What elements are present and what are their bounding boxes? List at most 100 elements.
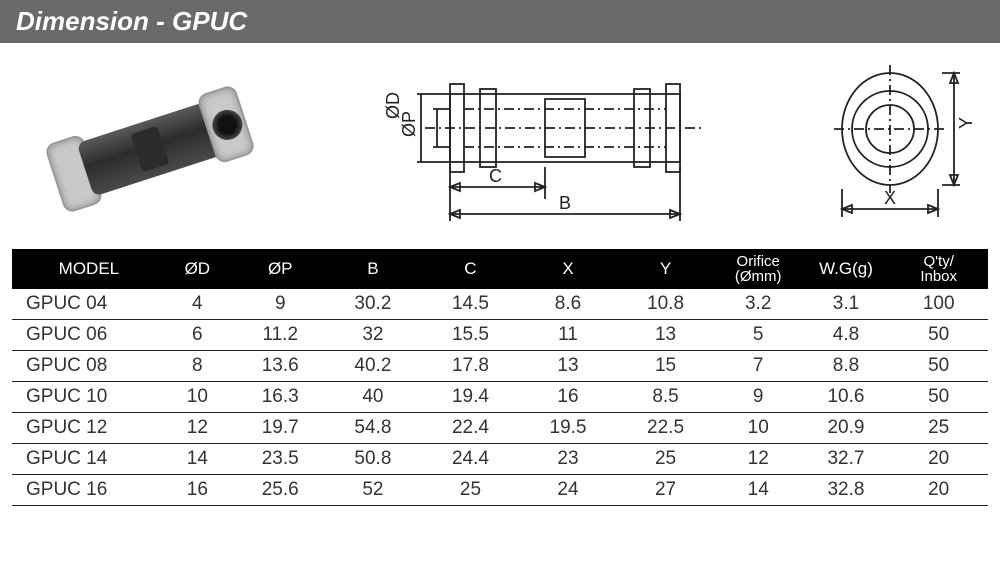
cell-x: 11 (519, 320, 617, 351)
cell-c: 24.4 (422, 444, 520, 475)
cell-qty: 50 (890, 382, 988, 413)
cell-b: 50.8 (324, 444, 422, 475)
table-header-row: MODELØDØPBCXYOrifice(Ømm)W.G(g)Q'ty/Inbo… (12, 249, 988, 289)
cell-b: 54.8 (324, 413, 422, 444)
cell-x: 16 (519, 382, 617, 413)
cell-wg: 10.6 (802, 382, 890, 413)
cell-wg: 8.8 (802, 351, 890, 382)
cell-y: 10.8 (617, 289, 715, 320)
cell-orifice: 3.2 (714, 289, 802, 320)
cell-orifice: 7 (714, 351, 802, 382)
cell-p: 9 (236, 289, 324, 320)
drawing-side-view: ØD ØP C B (350, 59, 780, 229)
label-dia-p: ØP (399, 111, 419, 137)
label-y: Y (956, 117, 976, 129)
cell-orifice: 9 (714, 382, 802, 413)
cell-model: GPUC 10 (12, 382, 158, 413)
cell-c: 17.8 (422, 351, 520, 382)
cell-c: 19.4 (422, 382, 520, 413)
cell-b: 40.2 (324, 351, 422, 382)
cell-model: GPUC 16 (12, 475, 158, 506)
cell-p: 23.5 (236, 444, 324, 475)
label-x: X (884, 188, 896, 208)
cell-d: 12 (158, 413, 236, 444)
cell-qty: 50 (890, 320, 988, 351)
cell-model: GPUC 08 (12, 351, 158, 382)
col-model: MODEL (12, 249, 158, 289)
cell-model: GPUC 12 (12, 413, 158, 444)
cell-x: 19.5 (519, 413, 617, 444)
cell-c: 22.4 (422, 413, 520, 444)
figures-row: ØD ØP C B (0, 43, 1000, 249)
cell-model: GPUC 06 (12, 320, 158, 351)
cell-wg: 4.8 (802, 320, 890, 351)
table-row: GPUC 08813.640.217.8131578.850 (12, 351, 988, 382)
cell-model: GPUC 14 (12, 444, 158, 475)
cell-x: 13 (519, 351, 617, 382)
cell-model: GPUC 04 (12, 289, 158, 320)
cell-c: 25 (422, 475, 520, 506)
cell-wg: 3.1 (802, 289, 890, 320)
cell-qty: 20 (890, 475, 988, 506)
page-title: Dimension - GPUC (16, 6, 247, 36)
label-c: C (489, 166, 502, 186)
cell-qty: 20 (890, 444, 988, 475)
label-b: B (559, 193, 571, 213)
cell-d: 4 (158, 289, 236, 320)
cell-b: 30.2 (324, 289, 422, 320)
cell-d: 6 (158, 320, 236, 351)
col-x: X (519, 249, 617, 289)
cell-wg: 32.8 (802, 475, 890, 506)
col-b: B (324, 249, 422, 289)
cell-orifice: 5 (714, 320, 802, 351)
table-row: GPUC 06611.23215.5111354.850 (12, 320, 988, 351)
table-row: GPUC 161625.6522524271432.820 (12, 475, 988, 506)
cell-p: 25.6 (236, 475, 324, 506)
technical-drawings: ØD ØP C B (350, 59, 980, 229)
table-row: GPUC 121219.754.822.419.522.51020.925 (12, 413, 988, 444)
cell-p: 16.3 (236, 382, 324, 413)
dimension-table-wrap: MODELØDØPBCXYOrifice(Ømm)W.G(g)Q'ty/Inbo… (0, 249, 1000, 516)
cell-c: 14.5 (422, 289, 520, 320)
cell-b: 52 (324, 475, 422, 506)
cell-y: 15 (617, 351, 715, 382)
col-wg: W.G(g) (802, 249, 890, 289)
cell-b: 40 (324, 382, 422, 413)
cell-orifice: 10 (714, 413, 802, 444)
cell-d: 10 (158, 382, 236, 413)
cell-qty: 25 (890, 413, 988, 444)
table-row: GPUC 101016.34019.4168.5910.650 (12, 382, 988, 413)
table-row: GPUC 141423.550.824.423251232.720 (12, 444, 988, 475)
page-title-bar: Dimension - GPUC (0, 0, 1000, 43)
cell-y: 13 (617, 320, 715, 351)
cell-y: 27 (617, 475, 715, 506)
cell-c: 15.5 (422, 320, 520, 351)
col-d: ØD (158, 249, 236, 289)
table-row: GPUC 044930.214.58.610.83.23.1100 (12, 289, 988, 320)
table-body: GPUC 044930.214.58.610.83.23.1100GPUC 06… (12, 289, 988, 506)
cell-x: 24 (519, 475, 617, 506)
col-orifice: Orifice(Ømm) (714, 249, 802, 289)
cell-d: 8 (158, 351, 236, 382)
cell-x: 8.6 (519, 289, 617, 320)
drawing-end-view: Y X (820, 59, 980, 229)
dimension-table: MODELØDØPBCXYOrifice(Ømm)W.G(g)Q'ty/Inbo… (12, 249, 988, 506)
cell-d: 14 (158, 444, 236, 475)
cell-x: 23 (519, 444, 617, 475)
cell-p: 11.2 (236, 320, 324, 351)
cell-wg: 32.7 (802, 444, 890, 475)
cell-orifice: 12 (714, 444, 802, 475)
product-photo (30, 59, 270, 229)
col-p: ØP (236, 249, 324, 289)
col-qty: Q'ty/Inbox (890, 249, 988, 289)
col-c: C (422, 249, 520, 289)
cell-b: 32 (324, 320, 422, 351)
cell-y: 22.5 (617, 413, 715, 444)
cell-d: 16 (158, 475, 236, 506)
cell-wg: 20.9 (802, 413, 890, 444)
cell-qty: 50 (890, 351, 988, 382)
cell-qty: 100 (890, 289, 988, 320)
cell-p: 19.7 (236, 413, 324, 444)
cell-y: 25 (617, 444, 715, 475)
col-y: Y (617, 249, 715, 289)
